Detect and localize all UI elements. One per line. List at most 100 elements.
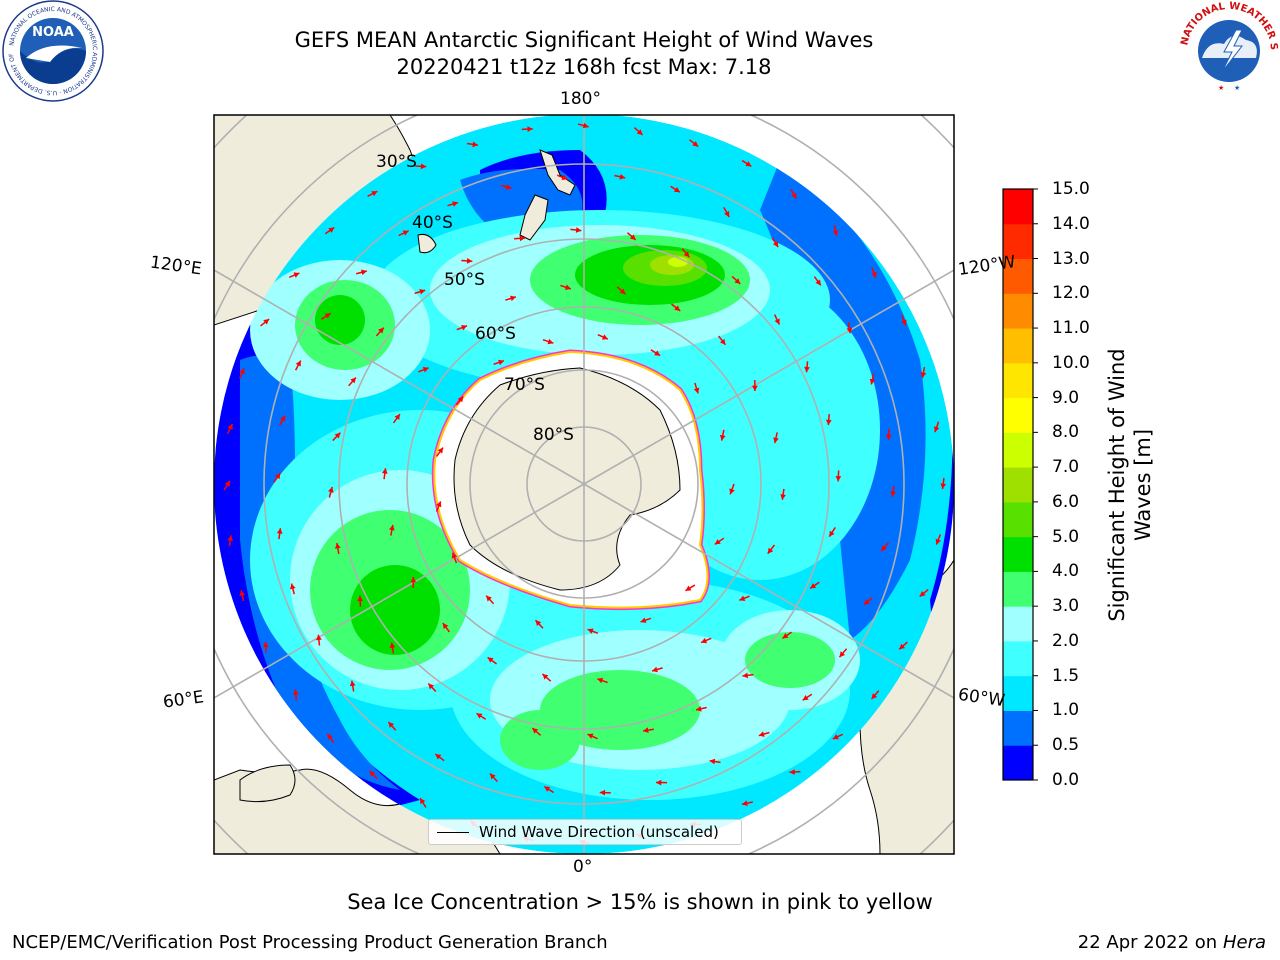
chart-title: GEFS MEAN Antarctic Significant Height o… (294, 28, 874, 52)
lat-label-50s: 50°S (444, 270, 485, 290)
wave-arrow-head (597, 677, 604, 684)
wave-arrow-head (527, 126, 533, 132)
footer-left: NCEP/EMC/Verification Post Processing Pr… (12, 932, 608, 953)
wind-wave-arrows (223, 122, 947, 846)
wave-arrow-head (782, 633, 789, 639)
wave-arrow-head (532, 728, 539, 734)
wave-arrow-head (919, 590, 926, 597)
wave-arrow-head (334, 432, 341, 439)
wave-arrow-head (881, 545, 887, 552)
wave-arrow-head (935, 538, 941, 545)
colorbar-tick-label: 7.0 (1052, 457, 1080, 478)
wave-arrow-head (825, 419, 832, 426)
colorbar-tick-label: 8.0 (1052, 422, 1080, 443)
wave-arrow-head (802, 694, 809, 701)
colorbar-tick-label: 9.0 (1052, 387, 1080, 408)
map-panel (214, 115, 954, 854)
wave-arrow-head (890, 491, 896, 497)
colorbar-tick-label: 1.5 (1052, 665, 1080, 686)
colorbar-tick-label: 4.0 (1052, 561, 1080, 582)
map-legend: Wind Wave Direction (unscaled) (428, 819, 742, 845)
wave-arrow-head (378, 327, 384, 334)
colorbar-segment (1003, 432, 1033, 468)
colorbar-tick-label: 12.0 (1052, 283, 1090, 304)
wave-arrow-head (871, 271, 877, 278)
colorbar-segment (1003, 397, 1033, 433)
wave-arrow-head (349, 680, 356, 687)
colorbar-segment (1003, 362, 1033, 399)
colorbar-segment (1003, 745, 1033, 781)
wave-arrow-head (486, 595, 492, 602)
wave-arrow-head (428, 683, 434, 690)
colorbar-segment (1003, 606, 1033, 642)
wave-arrow-head (832, 734, 839, 740)
wave-arrow-head (435, 754, 442, 760)
footer-right: 22 Apr 2022 on Hera (1078, 932, 1266, 953)
wave-arrow-head (619, 173, 626, 180)
wave-arrow-head (601, 334, 608, 340)
wave-arrow-head (810, 583, 817, 589)
wave-arrow-head (863, 599, 870, 605)
wave-arrow-head (587, 628, 594, 634)
wave-arrow-head (388, 722, 395, 728)
colorbar-segment (1003, 189, 1033, 225)
wave-arrow-head (437, 447, 444, 454)
wave-arrow-head (564, 284, 571, 290)
wave-arrow-head (640, 617, 647, 623)
noaa-logo-text: NOAA (32, 25, 74, 40)
wave-arrow-head (920, 372, 927, 378)
wave-arrow-head (714, 539, 721, 545)
colorbar-tick-label: 6.0 (1052, 491, 1080, 512)
wave-arrow-head (394, 414, 400, 421)
wave-arrow-head (239, 368, 245, 375)
colorbar-segment (1003, 640, 1033, 677)
wave-arrow-head (452, 201, 459, 207)
lat-label-80s: 80°S (533, 425, 574, 445)
colorbar-tick-label: 15.0 (1052, 179, 1090, 199)
wave-arrow-head (466, 257, 473, 264)
wave-arrow-head (371, 191, 378, 197)
colorbar-segment (1003, 501, 1033, 538)
colorbar-segment (1003, 571, 1033, 607)
wave-arrow-head (402, 230, 409, 236)
wave-arrow-head (773, 437, 779, 444)
wave-arrow-head (599, 789, 606, 796)
wave-arrow-head (295, 360, 301, 367)
wave-arrow-head (693, 387, 700, 394)
wave-arrow-head (789, 769, 795, 775)
wave-arrow-head (350, 377, 356, 384)
svg-text:★: ★ (1234, 84, 1240, 92)
wave-arrow-head (519, 235, 526, 242)
graticule (214, 115, 954, 854)
wave-arrow-head (420, 798, 426, 805)
wave-arrow-head (742, 672, 749, 679)
wave-arrow-head (389, 524, 395, 531)
wave-arrow-head (505, 184, 512, 190)
wave-arrow-head (436, 501, 442, 508)
wave-arrow-head (293, 272, 300, 278)
wave-arrow-head (420, 163, 427, 170)
wave-arrow-head (262, 641, 269, 648)
svg-text:★: ★ (1218, 84, 1224, 92)
wave-arrow-head (276, 528, 283, 534)
wave-arrow-head (535, 620, 542, 627)
wave-arrow-head (476, 713, 483, 719)
footer-date: 22 Apr 2022 on (1077, 932, 1223, 953)
new-zealand (519, 149, 576, 241)
colorbar-label-line1: Significant Height of Wind (1105, 348, 1129, 622)
map-frame (213, 114, 955, 855)
wave-arrow-head (575, 227, 582, 233)
wave-arrow-head (328, 486, 334, 493)
wave-arrow-head (739, 595, 746, 601)
wave-arrow-head (815, 279, 821, 286)
colorbar-tick-label: 11.0 (1052, 318, 1090, 339)
wave-arrow-head (685, 585, 692, 591)
colorbar-tick-label: 1.0 (1052, 700, 1080, 721)
nws-logo: NATIONAL WEATHER SERVICE ★ ★ (1178, 0, 1279, 101)
wave-arrow-head (544, 786, 551, 792)
wave-arrow-head (729, 488, 735, 495)
colorbar-tick-label: 14.0 (1052, 213, 1090, 234)
colorbar-segment (1003, 258, 1033, 294)
colorbar-tick-label: 13.0 (1052, 248, 1090, 269)
legend-label: Wind Wave Direction (unscaled) (479, 823, 719, 841)
